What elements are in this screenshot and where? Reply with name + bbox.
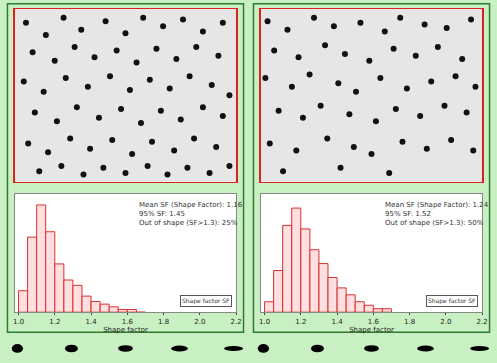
svg-text:1.6: 1.6 xyxy=(122,318,134,326)
svg-text:Mean SF (Shape Factor): 1.1695: Mean SF (Shape Factor): 1.1695% SF: 1.45… xyxy=(139,201,243,227)
svg-text:2.0: 2.0 xyxy=(440,318,451,326)
svg-text:1.8: 1.8 xyxy=(158,318,169,326)
svg-text:1.0: 1.0 xyxy=(13,318,24,326)
svg-text:1.6: 1.6 xyxy=(368,318,380,326)
svg-text:Shape factor SF: Shape factor SF xyxy=(182,297,230,305)
svg-text:1.0: 1.0 xyxy=(259,318,270,326)
svg-text:1.8: 1.8 xyxy=(404,318,415,326)
svg-text:2.2: 2.2 xyxy=(231,318,242,326)
svg-text:1.4: 1.4 xyxy=(331,318,343,326)
svg-text:Shape factor SF: Shape factor SF xyxy=(428,297,476,305)
svg-text:1.2: 1.2 xyxy=(49,318,60,326)
svg-text:1.4: 1.4 xyxy=(85,318,97,326)
svg-text:2.2: 2.2 xyxy=(477,318,488,326)
svg-text:1.2: 1.2 xyxy=(295,318,306,326)
svg-text:2.0: 2.0 xyxy=(194,318,205,326)
svg-text:Shape factor: Shape factor xyxy=(349,326,394,334)
svg-text:Shape factor: Shape factor xyxy=(103,326,148,334)
svg-text:Mean SF (Shape Factor): 1.2495: Mean SF (Shape Factor): 1.2495% SF: 1.52… xyxy=(385,201,489,227)
